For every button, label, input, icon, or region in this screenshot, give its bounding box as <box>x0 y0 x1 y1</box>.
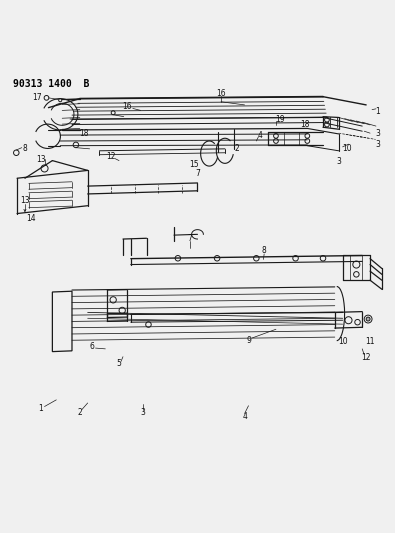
Text: 13: 13 <box>36 155 45 164</box>
Text: 1: 1 <box>376 107 380 116</box>
Text: 11: 11 <box>365 337 375 346</box>
Text: 3: 3 <box>336 157 341 166</box>
Text: 2: 2 <box>234 144 239 154</box>
Text: 7: 7 <box>187 234 192 243</box>
Text: 10: 10 <box>342 144 352 154</box>
Text: 17: 17 <box>32 93 41 102</box>
Text: 7: 7 <box>195 168 200 177</box>
Text: 9: 9 <box>246 336 251 345</box>
Text: 2: 2 <box>77 408 82 417</box>
Text: 6: 6 <box>89 342 94 351</box>
Text: 4: 4 <box>258 131 263 140</box>
Text: 18: 18 <box>79 128 88 138</box>
FancyArrowPatch shape <box>24 209 26 212</box>
Text: 12: 12 <box>107 152 116 161</box>
Text: 19: 19 <box>275 115 285 124</box>
Text: 3: 3 <box>376 140 380 149</box>
Text: 18: 18 <box>301 120 310 129</box>
Text: 4: 4 <box>242 412 247 421</box>
Text: 12: 12 <box>361 353 371 362</box>
Text: 16: 16 <box>122 102 132 111</box>
Text: 10: 10 <box>338 337 348 346</box>
Text: 8: 8 <box>262 246 267 255</box>
Text: 5: 5 <box>117 359 122 368</box>
Text: 14: 14 <box>26 214 36 223</box>
Text: 8: 8 <box>23 144 27 154</box>
Text: 1: 1 <box>38 404 43 413</box>
Text: 13: 13 <box>20 197 30 206</box>
Text: 16: 16 <box>216 90 226 99</box>
Circle shape <box>366 317 370 321</box>
Text: 3: 3 <box>376 128 380 138</box>
Text: 90313 1400  B: 90313 1400 B <box>13 79 90 89</box>
Text: 15: 15 <box>189 160 198 169</box>
Text: 3: 3 <box>140 408 145 417</box>
